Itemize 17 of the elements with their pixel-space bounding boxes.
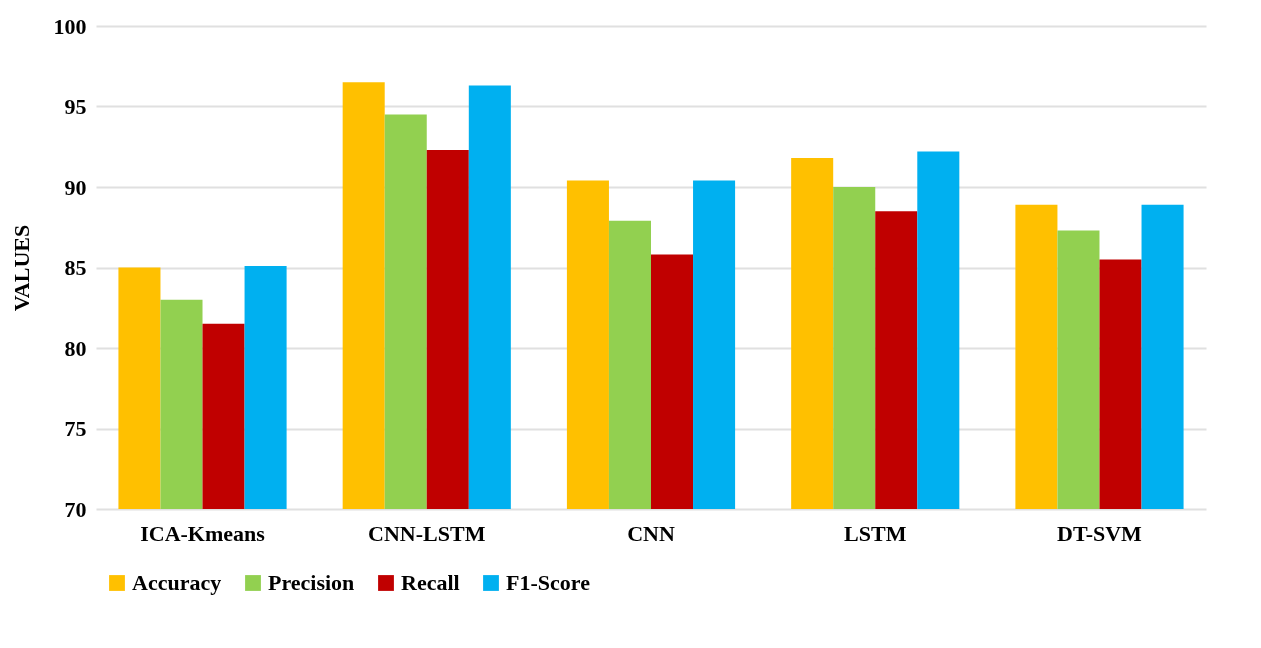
x-tick-label: ICA-Kmeans <box>140 520 266 546</box>
legend-label: Accuracy <box>132 570 222 595</box>
x-tick-label: LSTM <box>844 520 907 546</box>
y-tick-label: 100 <box>53 13 87 39</box>
legend-label: Recall <box>401 570 460 595</box>
y-tick-label: 95 <box>64 94 87 119</box>
y-tick-label: 85 <box>64 255 87 280</box>
y-tick-label: 75 <box>64 416 87 441</box>
x-tick-label: CNN-LSTM <box>368 520 486 546</box>
y-tick-label: 90 <box>64 174 87 200</box>
x-tick-label: CNN <box>627 520 675 546</box>
y-tick-label: 70 <box>64 496 87 522</box>
x-tick-label: DT-SVM <box>1057 520 1143 546</box>
legend-label: F1-Score <box>506 570 591 595</box>
legend-label: Precision <box>268 570 355 595</box>
y-tick-label: 80 <box>64 335 87 361</box>
y-axis-title: VALUES <box>8 224 34 312</box>
